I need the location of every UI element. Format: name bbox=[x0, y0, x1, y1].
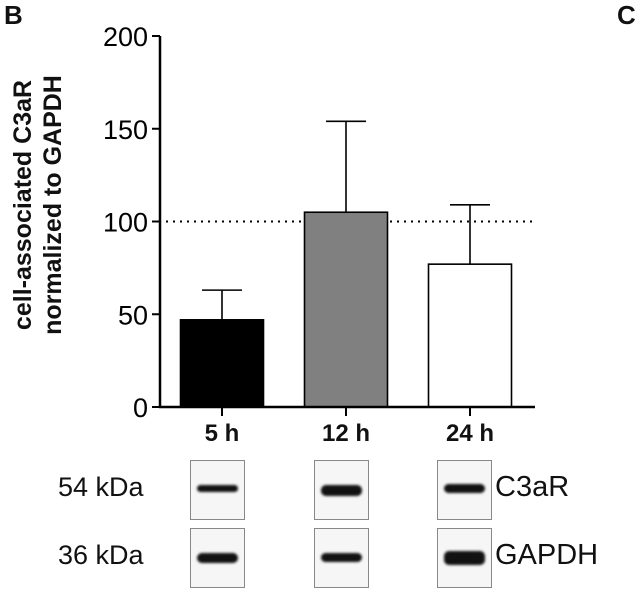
protein-band bbox=[197, 553, 238, 563]
protein-band bbox=[321, 485, 362, 496]
blot-lane-24h-c3ar bbox=[437, 460, 492, 520]
y-tick-label: 0 bbox=[133, 393, 148, 420]
protein-band bbox=[444, 551, 485, 565]
axes: 0 50 100 150 200 bbox=[103, 22, 535, 420]
blot-lane-12h-gapdh bbox=[314, 528, 369, 588]
protein-band bbox=[321, 553, 362, 562]
y-tick-label: 150 bbox=[103, 115, 148, 145]
bar-24h bbox=[427, 263, 513, 408]
blot-lane-5h-gapdh bbox=[190, 528, 245, 588]
bar-chart: 0 50 100 150 200 bbox=[103, 22, 535, 420]
protein-band bbox=[444, 484, 485, 493]
y-tick-label: 200 bbox=[103, 22, 148, 52]
bars bbox=[179, 120, 513, 408]
protein-label: C3aR bbox=[495, 471, 570, 503]
protein-label: GAPDH bbox=[495, 539, 599, 571]
panel-letter-c: C bbox=[617, 0, 636, 30]
x-category-label: 12 h bbox=[321, 420, 371, 447]
molecular-weight-label: 54 kDa bbox=[58, 472, 144, 502]
bar-5h bbox=[179, 319, 265, 408]
blot-lane-12h-c3ar bbox=[314, 460, 369, 520]
molecular-weight-label: 36 kDa bbox=[58, 540, 144, 570]
protein-band bbox=[197, 485, 238, 492]
bar-12h bbox=[303, 211, 389, 408]
y-tick-label: 100 bbox=[103, 208, 148, 238]
x-category-label: 5 h bbox=[204, 420, 240, 447]
blot-lane-5h-c3ar bbox=[190, 460, 245, 520]
x-category-label: 24 h bbox=[445, 420, 495, 447]
blot-lane-24h-gapdh bbox=[437, 528, 492, 588]
y-tick-label: 50 bbox=[118, 300, 148, 330]
panel-letter-b: B bbox=[4, 0, 23, 30]
